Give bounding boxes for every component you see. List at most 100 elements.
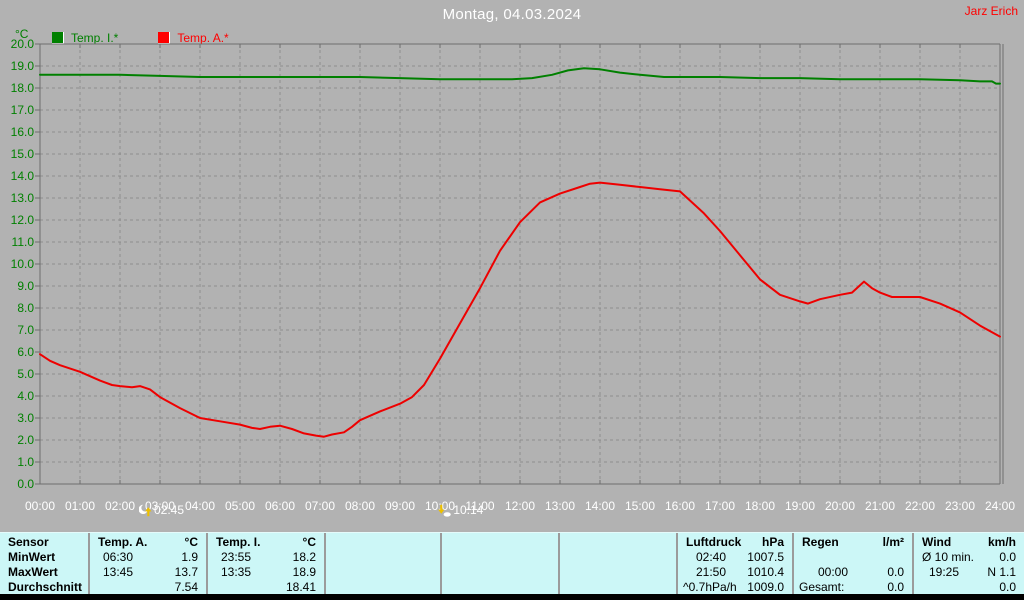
x-tick-label: 02:00 [104,499,136,513]
y-tick-label: 7.0 [17,323,34,337]
temp-a-name: Temp. A. [98,534,148,549]
wind-avg: 0.0 [999,579,1016,594]
x-tick-label: 17:00 [704,499,736,513]
y-tick-label: 8.0 [17,301,34,315]
x-tick-label: 14:00 [584,499,616,513]
x-tick-label: 23:00 [944,499,976,513]
stats-col-temp-i: Temp. I. °C 23:55 18.2 13:35 18.9 18.41 [206,533,324,594]
y-axis-unit-label: °C [15,27,29,41]
y-tick-label: 1.0 [17,455,34,469]
y-tick-label: 15.0 [10,147,34,161]
chart-plot-area [35,43,1004,485]
temp-a-max-time: 13:45 [103,564,134,579]
stats-col-regen: Regen l/m² 00:00 0.0 Gesamt: 0.0 [792,533,912,594]
stats-col-temp-a: Temp. A. °C 06:30 1.9 13:45 13.7 7.54 [88,533,206,594]
temp-a-unit: °C [184,534,198,549]
x-tick-label: 19:00 [784,499,816,513]
temp-i-avg: 18.41 [285,579,316,594]
row-label-maxwert: MaxWert [8,564,58,579]
y-tick-label: 11.0 [11,235,34,249]
y-tick-label: 4.0 [17,389,34,403]
temp-i-max-time: 13:35 [221,564,252,579]
regen-total-label: Gesamt: [799,579,845,594]
x-tick-label: 05:00 [224,499,256,513]
x-tick-label: 10:00 [424,499,456,513]
moonrise-time: 02:45 [154,503,185,517]
row-label-minwert: MinWert [8,549,56,564]
stats-col-sensor: Sensor MinWert MaxWert Durchschnitt [0,533,88,594]
x-tick-label: 12:00 [504,499,536,513]
x-tick-label: 01:00 [64,499,96,513]
y-tick-label: 0.0 [17,477,34,491]
x-tick-label: 08:00 [344,499,376,513]
temp-i-name: Temp. I. [216,534,261,549]
x-tick-label: 00:00 [24,499,56,513]
x-tick-label: 07:00 [304,499,336,513]
wind-min-label: Ø 10 min. [922,549,975,564]
luftdruck-trend: ^0.7hPa/h [683,579,737,594]
stats-col-luftdruck: Luftdruck hPa 02:40 1007.5 21:50 1010.4 ^0.… [676,533,792,594]
moonrise-marker: 02:45 [139,503,184,517]
regen-name: Regen [802,534,839,549]
stats-col-wind: Wind km/h Ø 10 min. 0.0 19:25 N 1.1 0.0 [912,533,1024,594]
y-tick-label: 3.0 [17,411,34,425]
wind-min: 0.0 [999,549,1016,564]
stats-header: Sensor [8,534,49,549]
y-tick-label: 9.0 [17,279,34,293]
moonset-marker: 10:14 [438,503,483,517]
temp-i-min-time: 23:55 [221,549,252,564]
temp-i-unit: °C [302,534,316,549]
temp-a-curve [39,181,1001,438]
luftdruck-max: 1010.4 [747,564,784,579]
x-tick-label: 11:00 [465,499,495,513]
luftdruck-min: 1007.5 [747,549,784,564]
regen-max-time: 00:00 [818,564,849,579]
y-tick-label: 13.0 [10,191,34,205]
stats-col-empty-3 [558,533,676,594]
x-tick-label: 16:00 [664,499,696,513]
luftdruck-name: Luftdruck [686,534,742,549]
moonrise-icon [139,504,152,516]
stats-col-empty-2 [440,533,558,594]
temp-i-max: 18.9 [292,564,316,579]
x-tick-label: 04:00 [184,499,216,513]
wind-name: Wind [922,534,952,549]
luftdruck-avg: 1009.0 [747,579,784,594]
x-tick-label: 24:00 [984,499,1016,513]
temp-a-max: 13.7 [174,564,198,579]
wind-unit: km/h [987,534,1016,549]
y-tick-label: 17.0 [10,103,34,117]
legend-item-temp-a: Temp. A.* [158,31,229,45]
moonset-time: 10:14 [453,503,484,517]
y-tick-label: 12.0 [10,213,34,227]
regen-total: 0.0 [887,579,904,594]
x-tick-label: 06:00 [264,499,296,513]
row-label-durchschnitt: Durchschnitt [8,579,83,594]
x-tick-label: 09:00 [384,499,416,513]
y-tick-label: 5.0 [17,367,34,381]
y-tick-label: 2.0 [17,433,34,447]
stats-col-empty-1 [324,533,440,594]
x-tick-label: 15:00 [624,499,656,513]
regen-max: 0.0 [887,564,904,579]
x-tick-label: 22:00 [904,499,936,513]
user-name: Jarz Erich [964,4,1018,18]
regen-unit: l/m² [882,534,904,549]
y-tick-label: 16.0 [10,125,34,139]
temp-a-min: 1.9 [181,549,198,564]
chart-legend: Temp. I.* Temp. A.* [52,31,269,45]
page-title: Montag, 04.03.2024 [442,6,582,23]
wind-max: N 1.1 [987,564,1016,579]
x-tick-label: 03:00 [144,499,176,513]
x-tick-label: 13:00 [544,499,576,513]
temp-i-min: 18.2 [292,549,316,564]
x-tick-label: 18:00 [744,499,776,513]
temp-a-min-time: 06:30 [103,549,134,564]
stats-table: Sensor MinWert MaxWert Durchschnitt Temp… [0,532,1024,594]
legend-label-temp-i: Temp. I.* [71,31,119,45]
wind-max-time: 19:25 [929,564,960,579]
y-tick-label: 19.0 [10,59,34,73]
y-tick-label: 10.0 [10,257,34,271]
y-tick-label: 6.0 [17,345,34,359]
